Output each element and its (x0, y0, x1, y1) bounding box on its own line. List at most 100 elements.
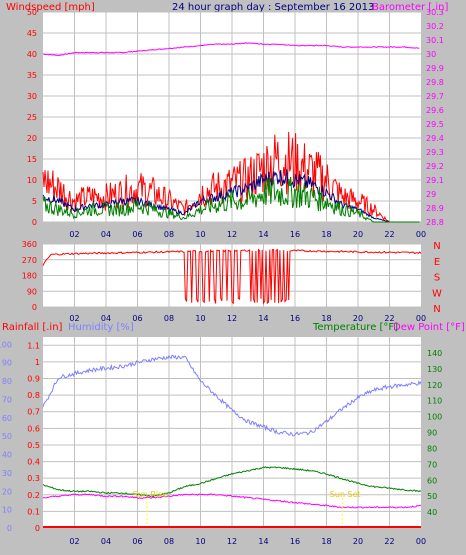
compass-label: S (434, 273, 440, 284)
hour-tick-label: 16 (290, 314, 300, 323)
series-humidity (42, 354, 422, 437)
windspeed-tick-label: 50 (27, 8, 37, 17)
temperature-tick-label: 50 (427, 492, 437, 501)
humidity-tick-label: 70 (2, 395, 12, 404)
barometer-tick-label: 29.3 (426, 148, 444, 157)
windspeed-tick-label: 5 (32, 197, 37, 206)
barometer-tick-label: 29.7 (426, 92, 444, 101)
direction-grid (43, 243, 421, 308)
hour-tick-label: 08 (164, 314, 174, 323)
humidity-tick-label: 100 (0, 340, 12, 349)
barometer-tick-label: 29.2 (426, 162, 444, 171)
hour-tick-label: 10 (195, 537, 205, 546)
temperature-tick-label: 60 (427, 476, 437, 485)
hour-tick-label: 22 (384, 230, 394, 239)
rainfall-tick-label: 0.2 (27, 491, 40, 500)
series-dew-point (42, 493, 422, 509)
hour-tick-label: 22 (384, 537, 394, 546)
hour-tick-label: 10 (195, 230, 205, 239)
hour-tick-label: 02 (69, 537, 79, 546)
windspeed-ticks: 0 5 10 15 20 25 30 35 40 45 50 (27, 8, 37, 227)
temperature-tick-label: 110 (427, 397, 442, 406)
hour-tick-label: 18 (321, 314, 331, 323)
compass-label: E (434, 257, 440, 268)
barometer-tick-label: 29.5 (426, 120, 444, 129)
humidity-tick-label: 0 (7, 524, 12, 533)
humidity-tick-label: 10 (2, 506, 12, 515)
series-barometer (43, 42, 420, 57)
rainfall-tick-label: 1.1 (27, 341, 40, 350)
rainfall-tick-label: 0.4 (27, 458, 40, 467)
barometer-tick-label: 29.4 (426, 134, 444, 143)
direction-degree-ticks: 0 90 180 270 360 (22, 240, 37, 312)
windspeed-tick-label: 20 (27, 134, 37, 143)
windspeed-tick-label: 25 (27, 113, 37, 122)
wind-grid (43, 11, 421, 223)
hour-tick-label: 12 (227, 537, 237, 546)
hour-tick-label: 02 (69, 230, 79, 239)
series-wind (42, 176, 420, 223)
temperature-tick-label: 120 (427, 381, 442, 390)
temperature-tick-label: 70 (427, 460, 437, 469)
windspeed-tick-label: 40 (27, 50, 37, 59)
hour-tick-label: 10 (195, 314, 205, 323)
humidity-tick-label: 80 (2, 377, 12, 386)
hour-tick-label: 14 (258, 314, 268, 323)
barometer-tick-label: 30 (426, 50, 436, 59)
hour-tick-label: 18 (321, 537, 331, 546)
hour-tick-label: 12 (227, 314, 237, 323)
barometer-axis-label: Barometer [.in] (372, 2, 448, 13)
temperature-tick-label: 80 (427, 444, 437, 453)
hour-tick-label: 00 (416, 537, 426, 546)
direction-degree-label: 90 (27, 287, 37, 296)
graph-title: 24 hour graph day : September 16 2013 (172, 2, 374, 13)
wind-hour-ticks: 02 04 06 08 10 12 14 16 18 20 22 00 (69, 230, 426, 239)
hour-tick-label: 22 (384, 314, 394, 323)
dewpoint-axis-label: Dew Point [°F] (393, 322, 465, 333)
barometer-tick-label: 29 (426, 190, 436, 199)
barometer-tick-label: 30.2 (426, 22, 444, 31)
temperature-ticks: 40 50 60 70 80 90 100 110 120 130 140 (427, 349, 442, 517)
barometer-ticks: 28.8 28.9 29 29.1 29.2 29.3 29.4 29.5 29.6 29.7 29… (426, 8, 444, 227)
humidity-tick-label: 50 (2, 432, 12, 441)
temperature-tick-label: 100 (427, 413, 442, 422)
hour-tick-label: 02 (69, 314, 79, 323)
barometer-tick-label: 29.6 (426, 106, 444, 115)
hour-tick-label: 16 (290, 537, 300, 546)
hour-tick-label: 20 (353, 230, 363, 239)
humidity-tick-label: 40 (2, 451, 12, 460)
barometer-tick-label: 28.9 (426, 204, 444, 213)
hour-tick-label: 06 (132, 230, 142, 239)
barometer-tick-label: 28.8 (426, 218, 444, 227)
temperature-tick-label: 140 (427, 349, 442, 358)
windspeed-tick-label: 10 (27, 176, 37, 185)
barometer-tick-label: 29.8 (426, 78, 444, 87)
temperature-tick-label: 40 (427, 508, 437, 517)
temperature-tick-label: 130 (427, 365, 442, 374)
temp-series (42, 354, 422, 528)
windspeed-axis-label: Windspeed [mph] (6, 2, 95, 13)
rainfall-axis-label: Rainfall [.in] (2, 322, 63, 333)
rainfall-tick-label: 0 (35, 524, 40, 533)
humidity-ticks: 0 10 20 30 40 50 60 70 80 90 100 (0, 340, 12, 533)
barometer-tick-label: 29.9 (426, 64, 444, 73)
direction-degree-label: 360 (22, 240, 37, 249)
direction-series (42, 248, 422, 305)
direction-degree-label: 0 (32, 303, 37, 312)
sunset-label: Sun Set (330, 490, 361, 499)
barometer-tick-label: 30.1 (426, 36, 444, 45)
hour-tick-label: 06 (132, 537, 142, 546)
compass-label: N (433, 241, 440, 252)
hour-tick-label: 00 (416, 314, 426, 323)
hour-tick-label: 04 (101, 314, 111, 323)
rainfall-tick-label: 0.5 (27, 441, 40, 450)
windspeed-tick-label: 45 (27, 29, 37, 38)
hour-tick-label: 12 (227, 230, 237, 239)
sunrise-label: Sun Rise (133, 490, 168, 499)
humidity-tick-label: 20 (2, 487, 12, 496)
rainfall-tick-label: 0.3 (27, 474, 40, 483)
windspeed-tick-label: 30 (27, 92, 37, 101)
windspeed-tick-label: 35 (27, 71, 37, 80)
compass-label: W (432, 288, 442, 299)
